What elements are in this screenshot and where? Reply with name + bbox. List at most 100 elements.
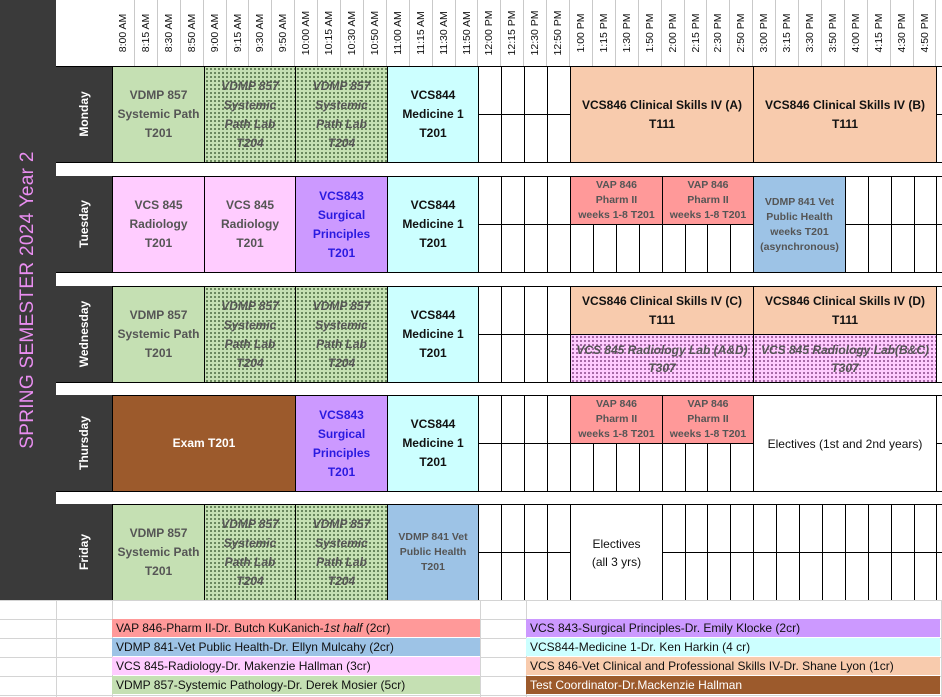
column-line	[936, 176, 937, 272]
column-line	[799, 504, 800, 600]
column-line	[936, 504, 937, 600]
time-header-cell: 11:15 AM	[410, 0, 433, 66]
event-text: VDMP 857 Systemic Path T201	[117, 86, 199, 143]
event-line: weeks 1-8 T201	[669, 428, 747, 440]
event-text: VDMP 857 Systemic Path Lab T204	[221, 297, 279, 373]
event-line: VDMP 857	[221, 298, 279, 313]
sheet-gridline	[480, 600, 481, 697]
event-line: Public Health	[766, 210, 833, 223]
schedule-event[interactable]: VCS843 Surgical Principles T201	[295, 176, 388, 273]
schedule-event[interactable]: VCS846 Clinical Skills IV (A) T111	[570, 66, 754, 163]
schedule-event[interactable]: VCS846 Clinical Skills IV (C) T111	[570, 286, 754, 335]
event-line: Path Lab	[316, 336, 367, 351]
schedule-event[interactable]: VDMP 857 Systemic Path Lab T204	[295, 66, 388, 163]
event-text: VCS846 Clinical Skills IV (A) T111	[582, 96, 742, 134]
event-line: Systemic	[223, 317, 277, 332]
time-label: 3:30 PM	[804, 13, 816, 53]
schedule-event[interactable]: Electives (all 3 yrs)	[570, 504, 663, 601]
schedule-event[interactable]: VDMP 857 Systemic Path Lab T204	[204, 66, 296, 163]
event-line: VDMP 857	[312, 516, 371, 531]
schedule-event[interactable]: VCS844 Medicine 1 T201	[387, 395, 479, 492]
time-label: 1:00 PM	[575, 13, 587, 53]
schedule-event[interactable]: VDMP 857 Systemic Path T201	[112, 286, 205, 383]
schedule-event[interactable]: VDMP 857 Systemic Path T201	[112, 504, 205, 601]
schedule-event[interactable]: VCS 845 Radiology T201	[112, 176, 205, 273]
event-text: VCS843 Surgical Principles T201	[313, 187, 370, 263]
time-label: 1:30 PM	[621, 13, 633, 53]
event-line: Path Lab	[316, 116, 367, 131]
schedule-event[interactable]: Electives (1st and 2nd years)	[753, 395, 937, 492]
event-text: VCS844 Medicine 1 T201	[402, 415, 463, 472]
event-line: T111	[831, 116, 859, 131]
column-line	[547, 395, 548, 491]
event-line: VCS844	[410, 198, 456, 212]
schedule-event[interactable]: Exam T201	[112, 395, 296, 492]
schedule-event[interactable]: VCS844 Medicine 1 T201	[387, 286, 479, 383]
event-line: VDMP 857	[129, 308, 188, 322]
time-label: 4:30 PM	[896, 13, 908, 53]
schedule-event[interactable]: VAP 846 Pharm II weeks 1-8 T201	[570, 176, 663, 225]
time-header-cell: 8:15 AM	[135, 0, 158, 66]
day-band-friday: Friday	[56, 504, 112, 600]
time-header-cell: 3:00 PM	[753, 0, 776, 66]
event-line: Electives	[592, 536, 641, 551]
schedule-event[interactable]: VAP 846 Pharm II weeks 1-8 T201	[662, 395, 754, 444]
time-header-cell: 2:15 PM	[685, 0, 707, 66]
schedule-event[interactable]: VCS846 Clinical Skills IV (D) T111	[753, 286, 937, 335]
time-header-cell: 4:15 PM	[868, 0, 891, 66]
schedule-event[interactable]: VCS 845 Radiology Lab(B&C) T307	[753, 334, 937, 383]
schedule-event[interactable]: VCS843 Surgical Principles T201	[295, 395, 388, 492]
legend-text: VAP 846-Pharm II-Dr. Butch KuKanich-	[116, 621, 324, 635]
schedule-event[interactable]: VAP 846 Pharm II weeks 1-8 T201	[662, 176, 754, 225]
event-text: VCS 845 Radiology T201	[129, 196, 187, 253]
legend-credit-text: (2cr)	[362, 621, 391, 635]
event-line: T204	[327, 135, 356, 150]
row-mid-line	[112, 114, 942, 115]
event-line: VCS844	[410, 88, 456, 102]
time-header-cell: 12:50 PM	[547, 0, 570, 66]
schedule-event[interactable]: VCS 845 Radiology T201	[204, 176, 296, 273]
schedule-event[interactable]: VDMP 841 Vet Public Health T201	[387, 504, 479, 601]
event-line: VCS846 Clinical Skills IV (D)	[764, 293, 926, 308]
schedule-event[interactable]: VAP 846 Pharm II weeks 1-8 T201	[570, 395, 663, 444]
time-header-cell: 11:50 AM	[456, 0, 478, 66]
event-line: Systemic	[223, 97, 277, 112]
time-header-cell: 9:00 AM	[204, 0, 227, 66]
schedule-event[interactable]: VCS844 Medicine 1 T201	[387, 66, 479, 163]
column-line	[547, 504, 548, 600]
legend-entry: Test Coordinator-Dr.Mackenzie Hallman	[526, 676, 940, 694]
event-line: VCS 845 Radiology Lab (A&D)	[576, 342, 748, 357]
time-label: 9:30 AM	[254, 13, 266, 53]
time-label: 9:50 AM	[277, 13, 289, 53]
time-label: 4:50 PM	[918, 13, 931, 53]
schedule-event[interactable]: VDMP 857 Systemic Path Lab T204	[204, 286, 296, 383]
time-label: 9:15 AM	[231, 13, 244, 53]
column-line	[524, 66, 525, 162]
event-line: T201	[419, 126, 447, 140]
time-header-cell: 2:30 PM	[707, 0, 730, 66]
event-text: VDMP 841 Vet Public Health weeks T201 (asyn…	[760, 195, 839, 255]
event-text: VDMP 857 Systemic Path Lab T204	[313, 77, 371, 153]
schedule-event[interactable]: VCS846 Clinical Skills IV (B) T111	[753, 66, 937, 163]
schedule-event[interactable]: VDMP 857 Systemic Path T201	[112, 66, 205, 163]
schedule-event[interactable]: VDMP 857 Systemic Path Lab T204	[295, 504, 388, 601]
event-line: Path Lab	[224, 554, 276, 569]
schedule-event[interactable]: VCS844 Medicine 1 T201	[387, 176, 479, 273]
time-label: 2:15 PM	[689, 13, 702, 53]
event-line: VDMP 841 Vet	[764, 195, 835, 208]
event-line: Pharm II	[595, 194, 638, 206]
time-header-cell: 9:50 AM	[272, 0, 295, 66]
legend-text: VDMP 841-Vet Public Health-Dr. Ellyn Mul…	[116, 640, 394, 654]
time-header-cell: 8:00 AM	[112, 0, 135, 66]
event-text: VCS 845 Radiology T201	[221, 196, 279, 253]
schedule-event[interactable]: VDMP 857 Systemic Path Lab T204	[295, 286, 388, 383]
schedule-event[interactable]: VDMP 841 Vet Public Health weeks T201 (asyn…	[753, 176, 846, 273]
time-header-cell: 4:30 PM	[891, 0, 914, 66]
day-label: Tuesday	[77, 200, 91, 248]
event-line: T201	[419, 236, 447, 250]
event-line: T204	[236, 135, 264, 150]
time-label: 4:15 PM	[873, 13, 885, 53]
schedule-event[interactable]: VDMP 857 Systemic Path Lab T204	[204, 504, 296, 601]
event-line: T307	[831, 360, 859, 375]
schedule-event[interactable]: VCS 845 Radiology Lab (A&D) T307	[570, 334, 754, 383]
